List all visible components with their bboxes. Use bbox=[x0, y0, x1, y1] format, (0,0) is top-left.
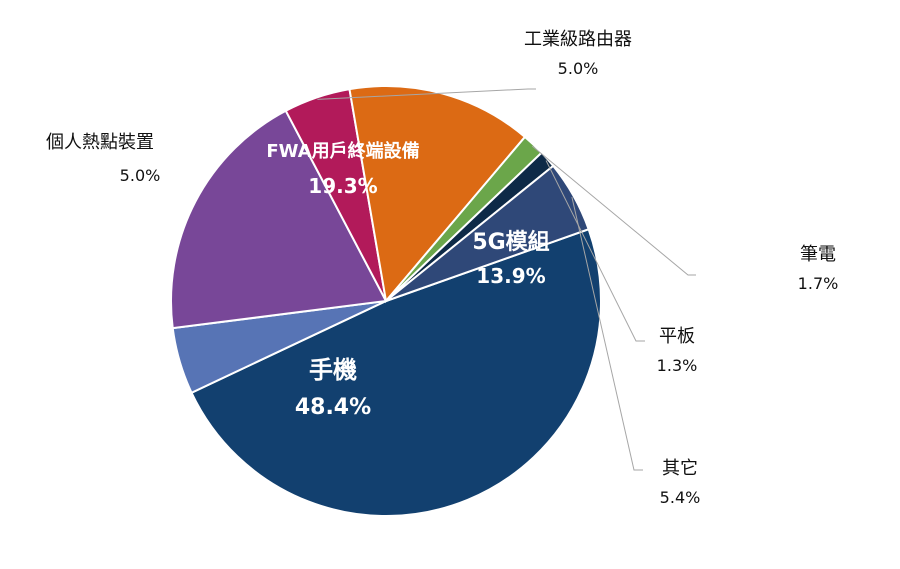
slice-label-tablet: 平板 bbox=[659, 326, 695, 347]
leader-line-other bbox=[571, 196, 643, 471]
slice-label-other: 其它 bbox=[662, 458, 698, 479]
slice-label-5g-module: 5G模組 bbox=[472, 229, 549, 255]
slice-value-mobile: 48.4% bbox=[295, 395, 371, 420]
slice-label-hotspot: 個人熱點裝置 bbox=[46, 132, 154, 153]
slice-fwa bbox=[170, 109, 388, 330]
slice-value-laptop: 1.7% bbox=[798, 274, 839, 293]
slice-label-router: 工業級路由器 bbox=[524, 29, 632, 50]
leader-line-tablet bbox=[545, 160, 645, 342]
slice-value-other: 5.4% bbox=[660, 488, 701, 507]
slice-label-laptop: 筆電 bbox=[800, 244, 836, 265]
slice-value-tablet: 1.3% bbox=[657, 356, 698, 375]
leader-line-laptop bbox=[531, 145, 696, 276]
leader-line-router bbox=[317, 88, 536, 100]
slice-value-hotspot: 5.0% bbox=[120, 166, 161, 185]
slice-other bbox=[385, 164, 590, 302]
slice-value-router: 5.0% bbox=[558, 59, 599, 78]
slice-label-fwa: FWA用戶終端設備 bbox=[266, 140, 419, 162]
slice-value-fwa: 19.3% bbox=[308, 174, 377, 198]
slice-label-mobile: 手機 bbox=[309, 356, 357, 384]
slice-value-5g-module: 13.9% bbox=[476, 264, 545, 288]
